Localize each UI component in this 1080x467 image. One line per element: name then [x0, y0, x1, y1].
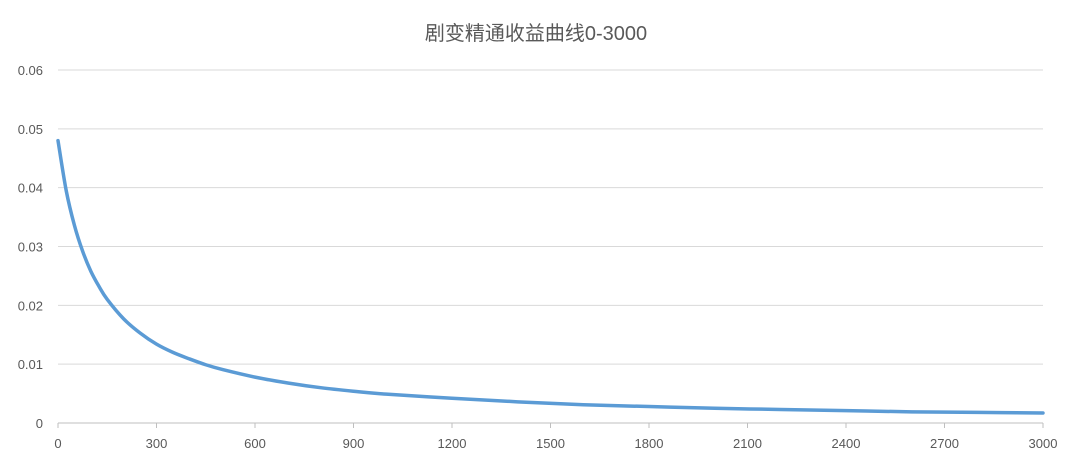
x-tick-label: 2700	[930, 436, 959, 451]
y-axis-ticks: 0 0.01 0.02 0.03 0.04 0.05 0.06	[18, 63, 43, 431]
x-tick-label: 1500	[536, 436, 565, 451]
y-tick-label: 0.06	[18, 63, 43, 78]
x-tick-label: 3000	[1029, 436, 1058, 451]
y-tick-label: 0	[36, 416, 43, 431]
y-tick-label: 0.05	[18, 122, 43, 137]
y-tick-label: 0.04	[18, 181, 43, 196]
x-tick-label: 600	[244, 436, 266, 451]
series-line	[56, 138, 1045, 415]
x-tick-label: 900	[343, 436, 365, 451]
y-tick-label: 0.01	[18, 357, 43, 372]
x-tick-label: 1800	[635, 436, 664, 451]
x-tick-label: 300	[146, 436, 168, 451]
x-axis-ticks: 0 300 600 900 1200 1500 1800 2100 2400 2700 3000	[54, 423, 1057, 451]
x-tick-label: 1200	[438, 436, 467, 451]
x-tick-label: 0	[54, 436, 61, 451]
chart-title: 剧变精通收益曲线0-3000	[425, 22, 647, 45]
x-tick-label: 2400	[832, 436, 861, 451]
series-layer	[56, 138, 1045, 415]
y-tick-label: 0.03	[18, 240, 43, 255]
gridlines	[58, 69, 1043, 365]
y-tick-label: 0.02	[18, 298, 43, 313]
x-tick-label: 2100	[733, 436, 762, 451]
